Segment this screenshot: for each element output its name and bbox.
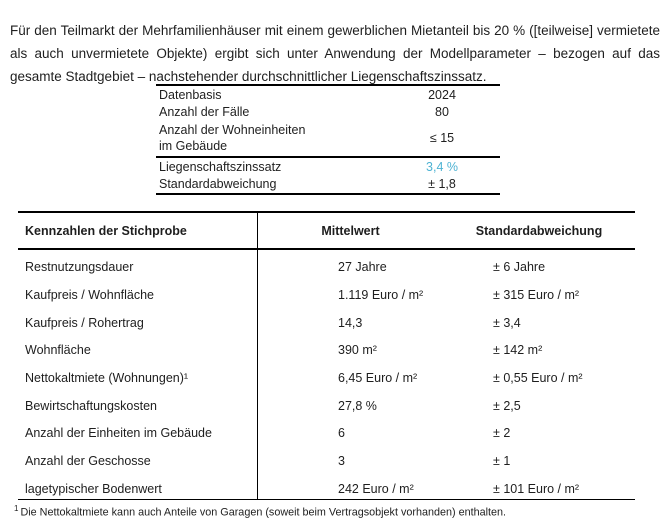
sample-statistics-table: Kennzahlen der Stichprobe Mittelwert Sta… xyxy=(18,211,635,500)
summary-row-wohneinheiten: Anzahl der Wohneinheiten im Gebäude ≤ 15 xyxy=(156,120,500,156)
row-label: Anzahl der Einheiten im Gebäude xyxy=(25,426,212,441)
row-label: Kaufpreis / Wohnfläche xyxy=(25,287,155,302)
row-label: Restnutzungsdauer xyxy=(25,260,134,275)
standardabweichung-cell: ± 315 Euro / m² xyxy=(493,287,580,302)
summary-label: Liegenschaftszinssatz xyxy=(159,159,282,174)
summary-label: Anzahl der Fälle xyxy=(159,104,250,119)
intro-paragraph: Für den Teilmarkt der Mehrfamilienhäuser… xyxy=(10,22,660,84)
standardabweichung-cell: ± 142 m² xyxy=(493,343,543,358)
footnote-text: Die Nettokaltmiete kann auch Anteile von… xyxy=(20,506,506,519)
mittelwert-cell: 1.119 Euro / m² xyxy=(257,277,443,306)
row-label: Anzahl der Geschosse xyxy=(25,453,151,468)
footnote: 1 Die Nettokaltmiete kann auch Anteile vo… xyxy=(14,502,659,520)
footnote-marker: 1 xyxy=(14,504,19,513)
standardabweichung-cell: ± 2 xyxy=(493,426,511,441)
row-label: Nettokaltmiete (Wohnungen)¹ xyxy=(25,370,189,385)
row-label: Wohnfläche xyxy=(25,343,91,358)
column-header-mittelwert: Mittelwert xyxy=(257,213,443,250)
summary-row-anzahl-faelle: Anzahl der Fälle 80 xyxy=(156,103,500,120)
standardabweichung-cell: ± 101 Euro / m² xyxy=(493,481,580,496)
model-parameters-result-section: Liegenschaftszinssatz 3,4 % Standardabwe… xyxy=(156,158,500,193)
summary-value: ± 1,8 xyxy=(428,177,456,191)
mittelwert-cell: 27,8 % xyxy=(257,388,443,416)
mittelwert-cell: 27 Jahre xyxy=(257,250,443,278)
summary-label: Standardabweichung xyxy=(159,177,277,191)
model-parameters-table: Datenbasis 2024 Anzahl der Fälle 80 Anza… xyxy=(156,84,500,195)
liegenschaftszinssatz-value: 3,4 % xyxy=(426,159,458,174)
mittelwert-cell: 6 xyxy=(257,415,443,444)
mittelwert-cell: 242 Euro / m² xyxy=(257,471,443,499)
summary-value: 80 xyxy=(435,104,449,119)
mittelwert-cell: 390 m² xyxy=(257,332,443,361)
summary-value: 2024 xyxy=(428,87,456,102)
standardabweichung-cell: ± 1 xyxy=(493,453,511,468)
column-header-standardabweichung: Standardabweichung xyxy=(443,213,635,250)
mittelwert-cell: 14,3 xyxy=(257,305,443,333)
column-header-kennzahlen: Kennzahlen der Stichprobe xyxy=(18,213,257,250)
summary-value: ≤ 15 xyxy=(429,131,455,145)
standardabweichung-cell: ± 2,5 xyxy=(493,398,521,413)
mittelwert-cell: 6,45 Euro / m² xyxy=(257,360,443,389)
summary-label: Anzahl der Wohneinheiten im Gebäude xyxy=(159,123,306,153)
summary-row-liegenschaftszinssatz: Liegenschaftszinssatz 3,4 % xyxy=(156,158,500,175)
row-label: lagetypischer Bodenwert xyxy=(25,481,162,496)
row-label: Bewirtschaftungskosten xyxy=(25,398,158,413)
mittelwert-cell: 3 xyxy=(257,443,443,472)
standardabweichung-cell: ± 6 Jahre xyxy=(493,260,546,275)
summary-row-datenbasis: Datenbasis 2024 xyxy=(156,86,500,103)
standardabweichung-cell: ± 0,55 Euro / m² xyxy=(493,370,583,385)
standardabweichung-cell: ± 3,4 xyxy=(493,315,521,330)
summary-label: Datenbasis xyxy=(159,87,222,102)
model-parameters-data-section: Datenbasis 2024 Anzahl der Fälle 80 Anza… xyxy=(156,86,500,158)
row-label: Kaufpreis / Rohertrag xyxy=(25,315,144,330)
summary-row-standardabweichung: Standardabweichung ± 1,8 xyxy=(156,175,500,193)
